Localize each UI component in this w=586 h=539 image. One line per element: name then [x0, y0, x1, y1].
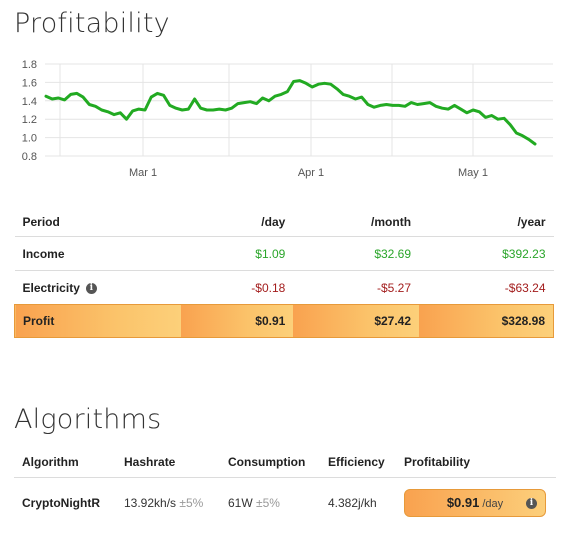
y-tick-label: 1.4: [22, 96, 37, 108]
profit-label: Profit: [14, 304, 181, 338]
algorithms-header-row: Algorithm Hashrate Consumption Efficienc…: [14, 447, 556, 478]
header-algorithm: Algorithm: [14, 447, 116, 478]
x-tick-label: Mar 1: [129, 167, 157, 179]
x-tick-label: Apr 1: [298, 167, 324, 179]
efficiency-value: 4.382j/kh: [328, 496, 377, 510]
electricity-day: -$0.18: [181, 270, 294, 305]
electricity-row: Electricity i -$0.18 -$5.27 -$63.24: [14, 270, 554, 305]
header-consumption: Consumption: [220, 447, 320, 478]
hashrate-tolerance: ±5%: [179, 496, 204, 510]
y-tick-label: 0.8: [22, 151, 37, 163]
electricity-label: Electricity: [22, 280, 80, 295]
income-day: $1.09: [181, 236, 294, 271]
income-year: $392.23: [419, 236, 554, 271]
profit-month: $27.42: [293, 304, 420, 338]
profit-day: $0.91: [181, 304, 294, 338]
header-efficiency: Efficiency: [320, 447, 396, 478]
algorithm-row: CryptoNightR 13.92kh/s ±5% 61W ±5% 4.382…: [14, 478, 556, 529]
consumption-value: 61W: [228, 496, 253, 510]
header-period: Period: [22, 215, 60, 229]
y-tick-label: 1.0: [22, 133, 37, 145]
profitability-chart: 0.8 1.0 1.2 1.4 1.6 1.8 Mar 1 Apr 1 May 1: [22, 59, 553, 179]
algorithms-table: Algorithm Hashrate Consumption Efficienc…: [14, 447, 556, 528]
algorithm-name: CryptoNightR: [22, 496, 100, 510]
income-row: Income $1.09 $32.69 $392.23: [14, 236, 554, 271]
electricity-month: -$5.27: [293, 270, 420, 305]
y-tick-label: 1.2: [22, 114, 37, 126]
x-tick-label: May 1: [458, 167, 488, 179]
profitability-table: Period /day /month /year Income $1.09 $3…: [14, 208, 555, 338]
profitability-title: Profitability: [14, 8, 170, 39]
y-tick-label: 1.8: [22, 59, 37, 71]
profitability-badge[interactable]: $0.91/day i: [404, 489, 546, 517]
profit-series-line: [44, 79, 537, 146]
header-profitability: Profitability: [396, 447, 556, 478]
income-label: Income: [14, 236, 181, 271]
table-header-row: Period /day /month /year: [15, 208, 554, 237]
info-icon[interactable]: i: [526, 498, 537, 509]
info-icon[interactable]: i: [85, 282, 97, 294]
header-day: /day: [261, 215, 286, 229]
header-hashrate: Hashrate: [116, 447, 220, 478]
income-month: $32.69: [293, 236, 420, 271]
electricity-year: -$63.24: [419, 270, 554, 305]
profitability-unit: /day: [482, 498, 504, 510]
header-year: /year: [517, 215, 546, 229]
consumption-tolerance: ±5%: [256, 496, 280, 510]
hashrate-value: 13.92kh/s: [124, 496, 177, 510]
profitability-value: $0.91: [446, 495, 480, 510]
header-month: /month: [371, 215, 412, 229]
y-tick-label: 1.6: [22, 77, 37, 89]
profit-year: $328.98: [419, 304, 555, 338]
profit-row: Profit $0.91 $27.42 $328.98: [14, 304, 555, 338]
algorithms-title: Algorithms: [14, 404, 162, 435]
